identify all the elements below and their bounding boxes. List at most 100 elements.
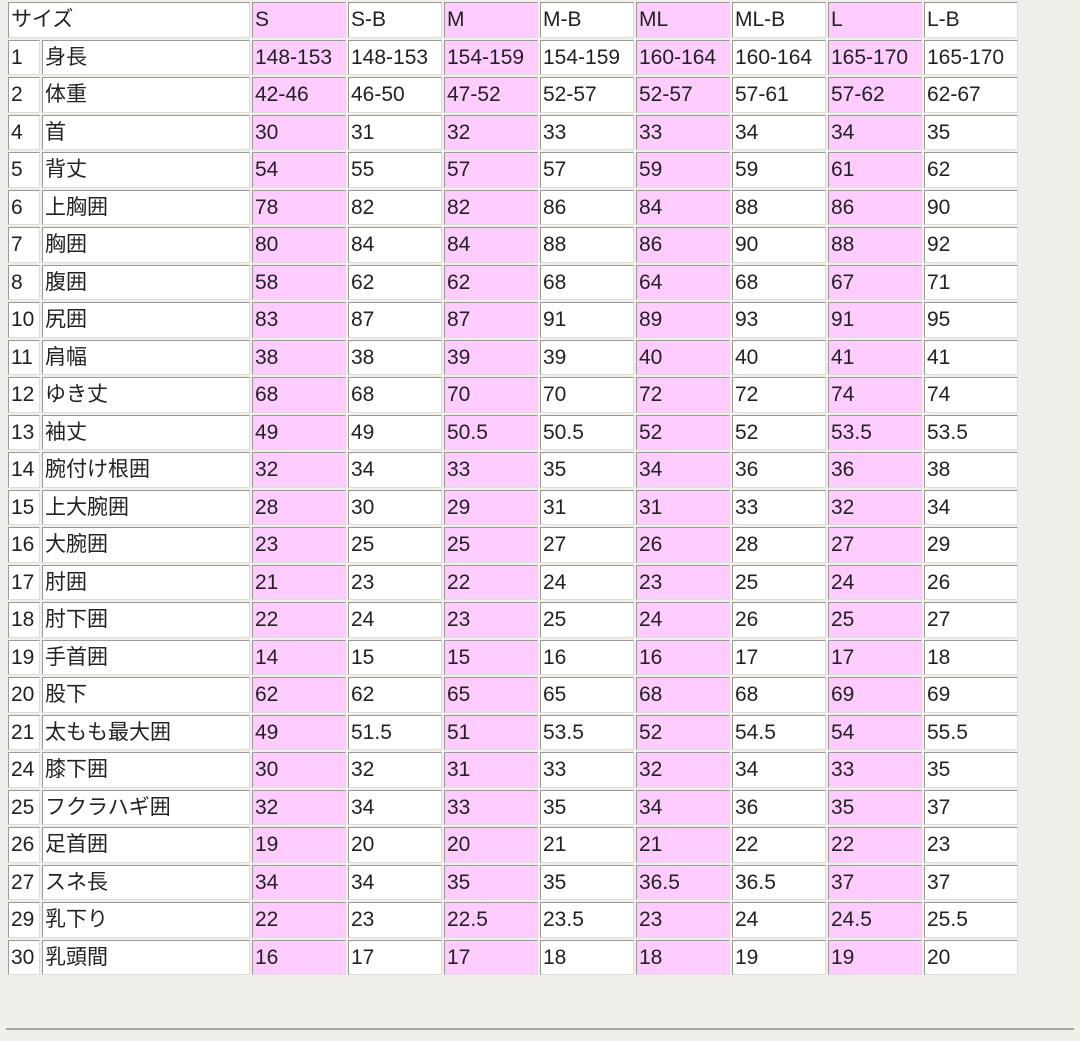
- size-value: 53.5: [540, 714, 634, 750]
- measurement-name: 上胸囲: [42, 189, 250, 225]
- size-value: 65: [444, 677, 538, 713]
- table-row: 30 乳頭間 16 17 17 18 18 19 19 20: [8, 939, 1018, 975]
- size-value: 20: [444, 827, 538, 863]
- size-value: 148-153: [252, 39, 346, 75]
- size-value: 27: [540, 527, 634, 563]
- size-value: 62: [348, 264, 442, 300]
- measurement-name: 腕付け根囲: [42, 452, 250, 488]
- size-value: 86: [540, 189, 634, 225]
- table-row: 18 肘下囲 22 24 23 25 24 26 25 27: [8, 602, 1018, 638]
- measurement-name: 膝下囲: [42, 752, 250, 788]
- size-value: 52-57: [540, 77, 634, 113]
- size-value: 62: [252, 677, 346, 713]
- size-value: 52: [636, 714, 730, 750]
- size-value: 19: [732, 939, 826, 975]
- size-header: M: [444, 2, 538, 38]
- size-value: 33: [540, 114, 634, 150]
- size-value: 35: [444, 864, 538, 900]
- table-row: 19 手首囲 14 15 15 16 16 17 17 18: [8, 639, 1018, 675]
- size-value: 24: [636, 602, 730, 638]
- size-value: 21: [636, 827, 730, 863]
- size-value: 34: [732, 114, 826, 150]
- table-row: 7 胸囲 80 84 84 88 86 90 88 92: [8, 227, 1018, 263]
- size-value: 49: [252, 414, 346, 450]
- table-row: 24 膝下囲 30 32 31 33 32 34 33 35: [8, 752, 1018, 788]
- size-value: 86: [636, 227, 730, 263]
- size-value: 154-159: [540, 39, 634, 75]
- size-value: 50.5: [540, 414, 634, 450]
- size-value: 25: [540, 602, 634, 638]
- row-number: 19: [8, 639, 40, 675]
- size-value: 89: [636, 302, 730, 338]
- size-value: 22: [828, 827, 922, 863]
- size-value: 51.5: [348, 714, 442, 750]
- header-label: サイズ: [8, 2, 250, 38]
- size-value: 31: [636, 489, 730, 525]
- size-value: 42-46: [252, 77, 346, 113]
- size-value: 33: [444, 452, 538, 488]
- measurement-name: 身長: [42, 39, 250, 75]
- size-value: 54: [828, 714, 922, 750]
- size-value: 34: [636, 789, 730, 825]
- measurement-name: 首: [42, 114, 250, 150]
- measurement-name: 尻囲: [42, 302, 250, 338]
- size-value: 87: [348, 302, 442, 338]
- size-value: 154-159: [444, 39, 538, 75]
- size-value: 50.5: [444, 414, 538, 450]
- size-value: 25.5: [924, 902, 1018, 938]
- size-value: 46-50: [348, 77, 442, 113]
- size-value: 29: [924, 527, 1018, 563]
- measurement-name: 肘囲: [42, 564, 250, 600]
- size-value: 55: [348, 152, 442, 188]
- measurement-name: 肩幅: [42, 339, 250, 375]
- size-value: 20: [348, 827, 442, 863]
- size-value: 95: [924, 302, 1018, 338]
- size-value: 57: [444, 152, 538, 188]
- size-value: 33: [732, 489, 826, 525]
- row-number: 4: [8, 114, 40, 150]
- size-value: 23: [444, 602, 538, 638]
- table-row: 1 身長 148-153 148-153 154-159 154-159 160-164 16…: [8, 39, 1018, 75]
- size-value: 15: [444, 639, 538, 675]
- size-value: 35: [540, 864, 634, 900]
- table-row: 27 スネ長 34 34 35 35 36.5 36.5 37 37: [8, 864, 1018, 900]
- size-value: 35: [540, 789, 634, 825]
- size-value: 69: [924, 677, 1018, 713]
- measurement-name: ゆき丈: [42, 377, 250, 413]
- size-value: 49: [252, 714, 346, 750]
- size-value: 62: [924, 152, 1018, 188]
- size-value: 24: [540, 564, 634, 600]
- size-value: 36: [732, 789, 826, 825]
- size-header: ML: [636, 2, 730, 38]
- row-number: 25: [8, 789, 40, 825]
- measurement-name: 袖丈: [42, 414, 250, 450]
- size-value: 62-67: [924, 77, 1018, 113]
- size-value: 32: [252, 452, 346, 488]
- row-number: 17: [8, 564, 40, 600]
- size-value: 88: [828, 227, 922, 263]
- size-header: M-B: [540, 2, 634, 38]
- row-number: 12: [8, 377, 40, 413]
- size-value: 31: [540, 489, 634, 525]
- size-value: 27: [924, 602, 1018, 638]
- table-row: 29 乳下り 22 23 22.5 23.5 23 24 24.5 25.5: [8, 902, 1018, 938]
- size-value: 57: [540, 152, 634, 188]
- size-value: 17: [828, 639, 922, 675]
- size-value: 160-164: [636, 39, 730, 75]
- size-value: 38: [924, 452, 1018, 488]
- size-value: 18: [540, 939, 634, 975]
- size-value: 38: [252, 339, 346, 375]
- size-value: 59: [636, 152, 730, 188]
- size-value: 17: [732, 639, 826, 675]
- size-value: 30: [252, 752, 346, 788]
- size-value: 39: [540, 339, 634, 375]
- size-value: 25: [348, 527, 442, 563]
- size-value: 31: [348, 114, 442, 150]
- size-value: 36: [828, 452, 922, 488]
- table-row: 21 太もも最大囲 49 51.5 51 53.5 52 54.5 54 55.5: [8, 714, 1018, 750]
- size-value: 34: [732, 752, 826, 788]
- size-value: 68: [252, 377, 346, 413]
- table-row: 5 背丈 54 55 57 57 59 59 61 62: [8, 152, 1018, 188]
- size-value: 87: [444, 302, 538, 338]
